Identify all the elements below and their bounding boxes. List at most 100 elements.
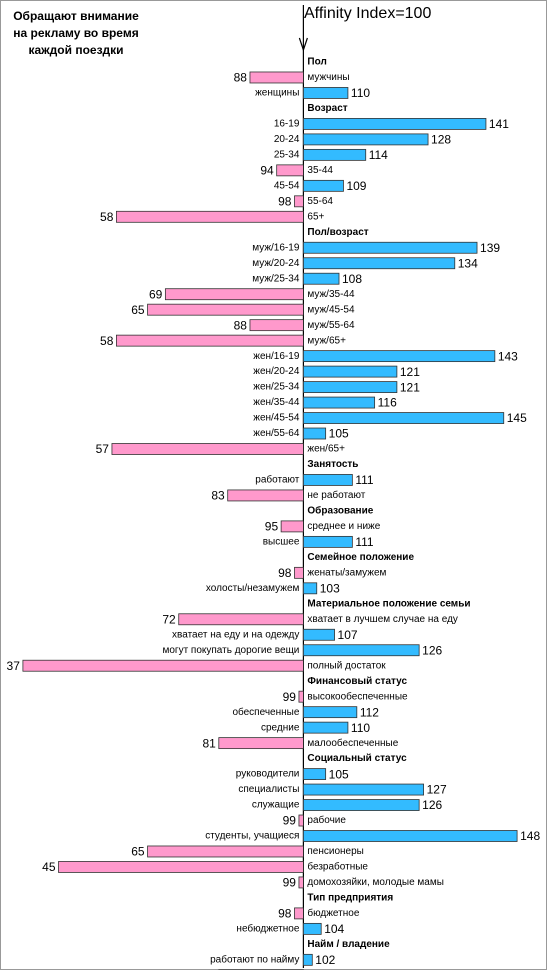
value-label: 127 bbox=[427, 783, 447, 797]
bar bbox=[294, 566, 304, 579]
category-label: средние bbox=[261, 722, 300, 733]
category-label: малообеспеченные bbox=[307, 737, 398, 749]
section-header: Финансовый статус bbox=[307, 676, 407, 687]
value-label: 81 bbox=[202, 968, 216, 970]
value-label: 128 bbox=[431, 133, 451, 147]
category-label: работают bbox=[255, 474, 300, 486]
category-label: жен/35-44 bbox=[253, 397, 300, 408]
section-header: Пол bbox=[307, 57, 326, 68]
value-label: 88 bbox=[234, 71, 248, 85]
category-label: муж/45-54 bbox=[307, 304, 355, 315]
bar bbox=[116, 210, 304, 223]
category-label: жен/16-19 bbox=[253, 351, 300, 362]
bar bbox=[302, 706, 358, 719]
section-header: Образование bbox=[307, 505, 373, 517]
bar bbox=[294, 195, 304, 208]
bar bbox=[302, 87, 349, 99]
bar bbox=[147, 303, 304, 316]
category-label: мужчины bbox=[307, 72, 349, 83]
value-label: 134 bbox=[458, 256, 478, 270]
bar bbox=[302, 535, 353, 548]
section-header: Найм / владение bbox=[307, 939, 390, 950]
bar bbox=[302, 582, 318, 595]
value-label: 58 bbox=[100, 334, 114, 348]
section-header: Возраст bbox=[307, 103, 347, 114]
section-header: Занятость bbox=[307, 459, 358, 470]
bar bbox=[147, 845, 304, 858]
value-label: 121 bbox=[400, 380, 420, 394]
value-label: 121 bbox=[400, 365, 420, 379]
chart-title: Обращают внимание на рекламу во время ка… bbox=[13, 9, 139, 57]
category-label: студенты, учащиеся bbox=[205, 831, 299, 842]
value-label: 109 bbox=[346, 179, 366, 193]
bar bbox=[298, 876, 304, 889]
value-label: 108 bbox=[342, 272, 362, 286]
value-label: 104 bbox=[324, 922, 344, 936]
bar bbox=[302, 830, 518, 842]
category-label: пенсионеры bbox=[307, 846, 363, 857]
value-label: 58 bbox=[100, 210, 114, 224]
category-label: 16-19 bbox=[274, 119, 300, 130]
category-label: муж/16-19 bbox=[252, 242, 300, 253]
category-label: могут покупать дорогие вещи bbox=[162, 645, 299, 656]
category-label: 25-34 bbox=[274, 150, 300, 161]
value-label: 98 bbox=[278, 194, 292, 208]
value-label: 107 bbox=[338, 628, 358, 642]
category-label: бюджетное bbox=[307, 907, 359, 919]
category-label: хватает на еду и на одежду bbox=[172, 629, 299, 640]
category-label: жен/45-54 bbox=[253, 413, 300, 424]
bar bbox=[280, 520, 304, 533]
category-label: полный достаток bbox=[307, 660, 386, 671]
bar bbox=[302, 365, 398, 378]
category-label: высокообеспеченные bbox=[307, 690, 408, 702]
category-label: жен/65+ bbox=[307, 444, 345, 455]
bar bbox=[302, 381, 398, 393]
bar bbox=[302, 412, 505, 424]
value-label: 98 bbox=[278, 907, 292, 921]
category-label: не работают bbox=[307, 489, 365, 501]
bar bbox=[178, 613, 304, 626]
value-label: 81 bbox=[202, 736, 216, 750]
category-label: 65+ bbox=[307, 211, 324, 222]
value-label: 114 bbox=[369, 148, 388, 162]
category-label: 35-44 bbox=[307, 165, 333, 176]
category-label: жен/25-34 bbox=[253, 382, 300, 393]
bar bbox=[302, 396, 376, 409]
bar bbox=[302, 721, 349, 734]
category-label: служащие bbox=[252, 800, 300, 811]
category-label: муж/20-24 bbox=[252, 258, 300, 269]
category-label: женаты/замужем bbox=[307, 567, 386, 578]
category-label: домохозяйки, молодые мамы bbox=[307, 877, 444, 888]
bar bbox=[111, 443, 304, 455]
value-label: 99 bbox=[283, 876, 297, 890]
category-label: (со-)владельцы, индив. бизнес bbox=[307, 969, 450, 970]
category-label: небюджетное bbox=[236, 923, 299, 935]
category-label: муж/55-64 bbox=[307, 320, 355, 331]
bar bbox=[302, 628, 335, 641]
value-label: 126 bbox=[422, 798, 442, 812]
section-header: Семейное положение bbox=[307, 552, 414, 563]
section-header: Пол/возраст bbox=[307, 227, 368, 238]
category-label: обеспеченные bbox=[232, 706, 299, 718]
bar bbox=[302, 241, 478, 254]
value-label: 110 bbox=[351, 721, 370, 735]
value-label: 88 bbox=[234, 318, 248, 332]
value-label: 83 bbox=[211, 489, 225, 503]
category-label: муж/25-34 bbox=[252, 273, 300, 284]
category-label: среднее и ниже bbox=[307, 521, 380, 532]
category-label: жен/20-24 bbox=[253, 366, 300, 377]
bar bbox=[302, 799, 420, 811]
section-header: Материальное положение семьи bbox=[307, 598, 470, 609]
bar bbox=[58, 861, 304, 873]
bar bbox=[164, 288, 304, 301]
value-label: 45 bbox=[42, 860, 56, 874]
category-label: холосты/незамужем bbox=[206, 583, 300, 594]
category-label: 55-64 bbox=[307, 196, 333, 207]
category-label: муж/65+ bbox=[307, 335, 346, 346]
bar bbox=[298, 690, 304, 703]
bar bbox=[302, 133, 429, 146]
value-label: 105 bbox=[329, 767, 349, 781]
bar bbox=[294, 907, 304, 920]
value-label: 72 bbox=[162, 612, 176, 626]
